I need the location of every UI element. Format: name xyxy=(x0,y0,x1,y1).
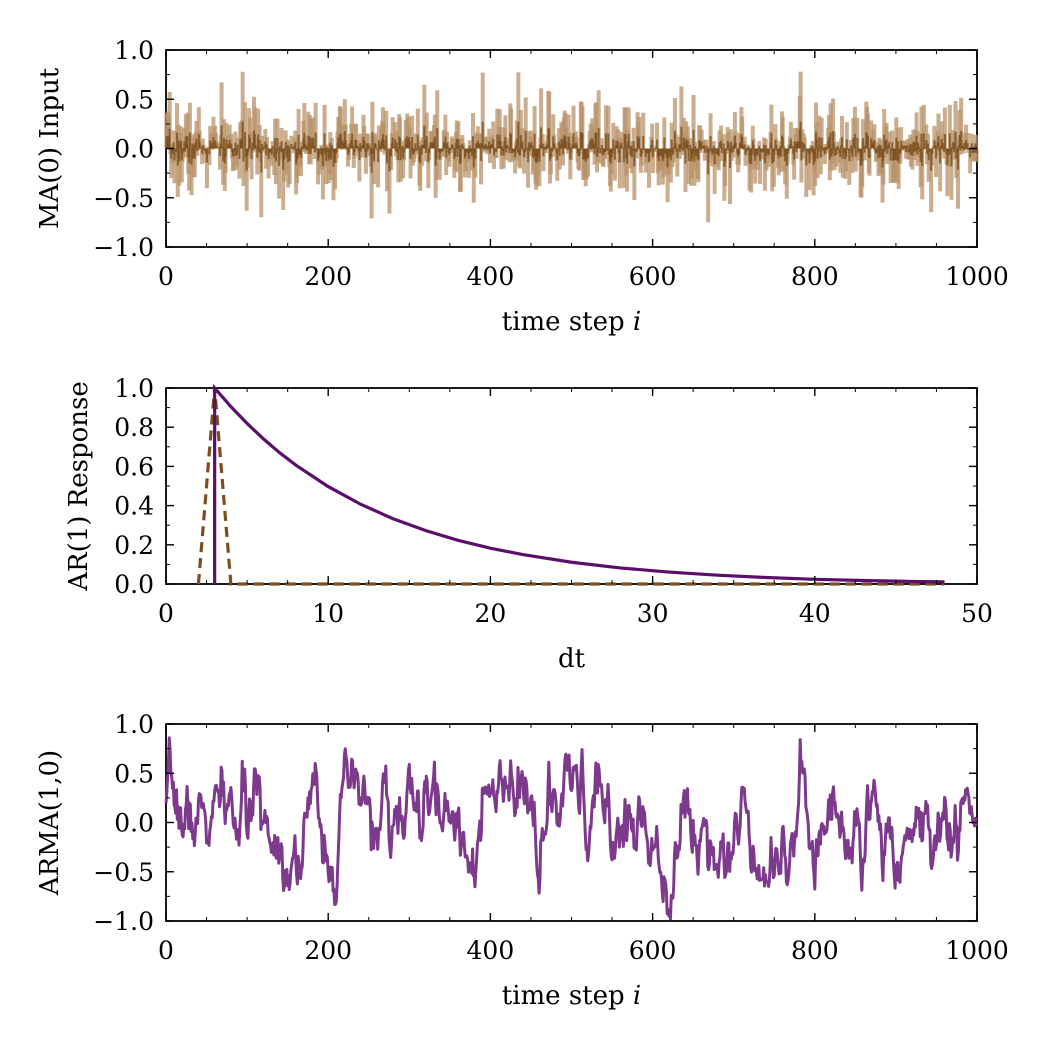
arma-ytick-label: −0.5 xyxy=(93,858,154,887)
ma-input-xlabel: time step i xyxy=(502,307,641,337)
ma-input-panel: 0 200 400 600 800 1000 −1.0 −0.5 0.0 0.5 1.0 time … xyxy=(35,36,1009,337)
ar-response-xtick-label: 20 xyxy=(474,599,506,628)
ma-input-xtick-label: 400 xyxy=(467,262,515,291)
ma-input-xtick-label: 600 xyxy=(629,262,677,291)
ma-input-xtick-label: 200 xyxy=(304,262,352,291)
ar-response-ylabel: AR(1) Response xyxy=(64,381,94,592)
ar-response-xtick-label: 0 xyxy=(158,599,174,628)
arma-xtick-label: 400 xyxy=(467,936,515,965)
arma-xtick-label: 1000 xyxy=(945,936,1009,965)
ar-response-ytick-label: 0.8 xyxy=(114,413,154,442)
ar-response-ytick-label: 0.0 xyxy=(114,570,154,599)
arma-ytick-label: 1.0 xyxy=(114,710,154,739)
arma-xtick-label: 800 xyxy=(791,936,839,965)
arma-xtick-label: 200 xyxy=(304,936,352,965)
arma-panel: 0 200 400 600 800 1000 −1.0 −0.5 0.0 0.5 1.0 time … xyxy=(35,710,1009,1011)
ar-response-line xyxy=(213,383,945,584)
ar-response-xtick-label: 30 xyxy=(637,599,669,628)
arma-ytick-label: −1.0 xyxy=(93,907,154,936)
ma-input-bars xyxy=(164,71,979,223)
arma-ticks: 0 200 400 600 800 1000 −1.0 −0.5 0.0 0.5 1.0 xyxy=(93,710,1009,965)
ar-response-ytick-label: 0.4 xyxy=(114,492,154,521)
arma-xtick-label: 0 xyxy=(158,936,174,965)
arma-series-line xyxy=(164,736,978,921)
ar-impulse-line xyxy=(196,387,945,586)
arma-xtick-label: 600 xyxy=(629,936,677,965)
ar-response-xlabel: dt xyxy=(558,644,586,674)
ma-input-ylabel: MA(0) Input xyxy=(35,67,65,229)
ar-response-xtick-label: 40 xyxy=(799,599,831,628)
ma-input-ytick-label: −1.0 xyxy=(93,233,154,262)
ar-response-lines xyxy=(196,383,945,586)
ma-input-ticks: 0 200 400 600 800 1000 −1.0 −0.5 0.0 0.5 1.0 xyxy=(93,36,1009,291)
ar-response-plot-frame xyxy=(165,387,978,585)
ma-input-ytick-label: 0.5 xyxy=(114,85,154,114)
ma-input-ytick-label: 1.0 xyxy=(114,36,154,65)
arma-line xyxy=(164,736,978,921)
ma-input-ytick-label: 0.0 xyxy=(114,135,154,164)
ar-response-ticks: 0 10 20 30 40 50 0.0 0.2 0.4 0.6 0.8 1.0 xyxy=(114,374,993,628)
ar-response-xtick-label: 10 xyxy=(312,599,344,628)
ma-input-ytick-label: −0.5 xyxy=(93,184,154,213)
arma-xlabel: time step i xyxy=(502,981,641,1011)
ar-response-ytick-label: 1.0 xyxy=(114,374,154,403)
ar-response-ytick-label: 0.6 xyxy=(114,452,154,481)
ma-input-xtick-label: 0 xyxy=(158,262,174,291)
ar-response-xtick-label: 50 xyxy=(961,599,993,628)
ma-input-xtick-label: 1000 xyxy=(945,262,1009,291)
arma-ytick-label: 0.0 xyxy=(114,809,154,838)
ma-input-xtick-label: 800 xyxy=(791,262,839,291)
arma-ytick-label: 0.5 xyxy=(114,759,154,788)
arma-ylabel: ARMA(1,0) xyxy=(35,750,65,896)
ar-response-panel: 0 10 20 30 40 50 0.0 0.2 0.4 0.6 0.8 1.0 dt AR(1) R… xyxy=(64,374,993,674)
ar-response-ytick-label: 0.2 xyxy=(114,531,154,560)
